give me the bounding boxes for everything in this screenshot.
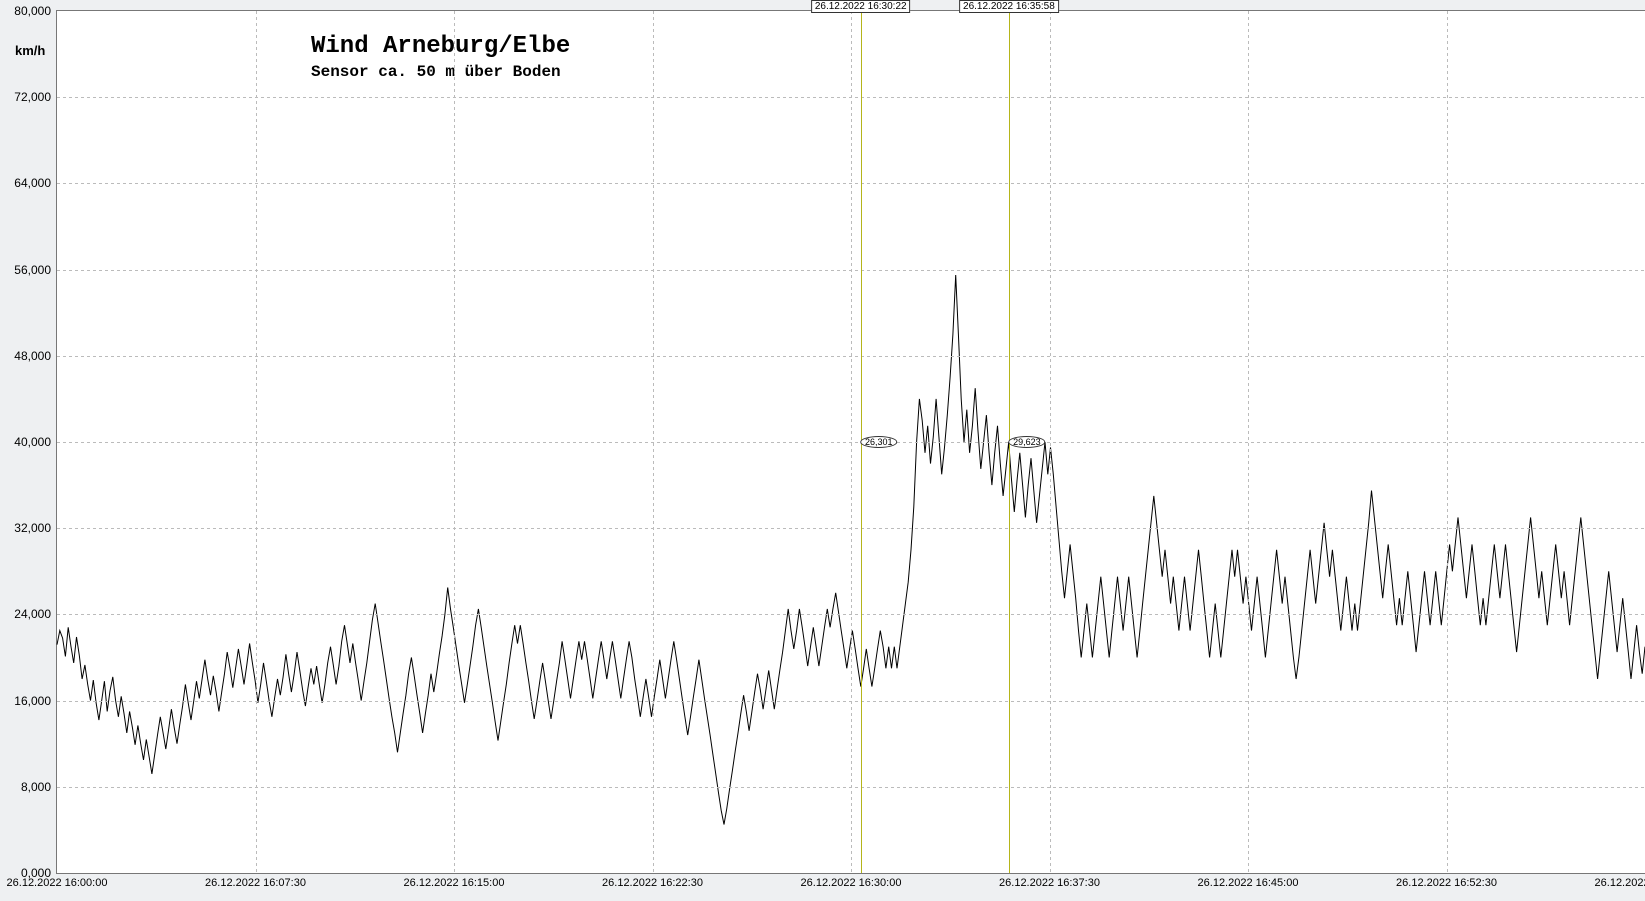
x-tick-label: 26.12.2022 16:00:00	[7, 877, 108, 889]
grid-line-vertical	[454, 11, 455, 873]
y-tick-label: 16,000	[14, 694, 51, 708]
cursor-time-label: 26.12.2022 16:30:22	[811, 0, 911, 13]
y-tick-label: 64,000	[14, 176, 51, 190]
y-tick-label: 48,000	[14, 349, 51, 363]
grid-line-vertical	[851, 11, 852, 873]
x-tick-label: 26.12.2022 16:45:00	[1198, 877, 1299, 889]
grid-line-vertical	[1248, 11, 1249, 873]
cursor-value-label: 29,623	[1008, 436, 1046, 448]
y-tick-label: 40,000	[14, 435, 51, 449]
grid-line-vertical	[256, 11, 257, 873]
y-tick-label: 72,000	[14, 90, 51, 104]
y-tick-label: 8,000	[21, 780, 51, 794]
cursor-time-label: 26.12.2022 16:35:58	[959, 0, 1059, 13]
y-axis-label: km/h	[15, 43, 45, 58]
grid-line-vertical	[653, 11, 654, 873]
y-tick-label: 56,000	[14, 263, 51, 277]
grid-line-vertical	[1447, 11, 1448, 873]
x-tick-label: 26.12.2022 16:15:00	[404, 877, 505, 889]
y-tick-label: 24,000	[14, 607, 51, 621]
x-tick-label: 26.12.2022 16:37:30	[999, 877, 1100, 889]
grid-line-vertical	[1050, 11, 1051, 873]
x-tick-label: 26.12.2022 17:00:00	[1595, 877, 1645, 889]
x-tick-label: 26.12.2022 16:07:30	[205, 877, 306, 889]
y-tick-label: 80,000	[14, 4, 51, 18]
x-tick-label: 26.12.2022 16:30:00	[801, 877, 902, 889]
chart-plot-area[interactable]: Wind Arneburg/Elbe Sensor ca. 50 m über …	[56, 10, 1645, 874]
cursor-value-label: 26,301	[860, 436, 898, 448]
y-tick-label: 32,000	[14, 521, 51, 535]
x-tick-label: 26.12.2022 16:52:30	[1396, 877, 1497, 889]
x-tick-label: 26.12.2022 16:22:30	[602, 877, 703, 889]
